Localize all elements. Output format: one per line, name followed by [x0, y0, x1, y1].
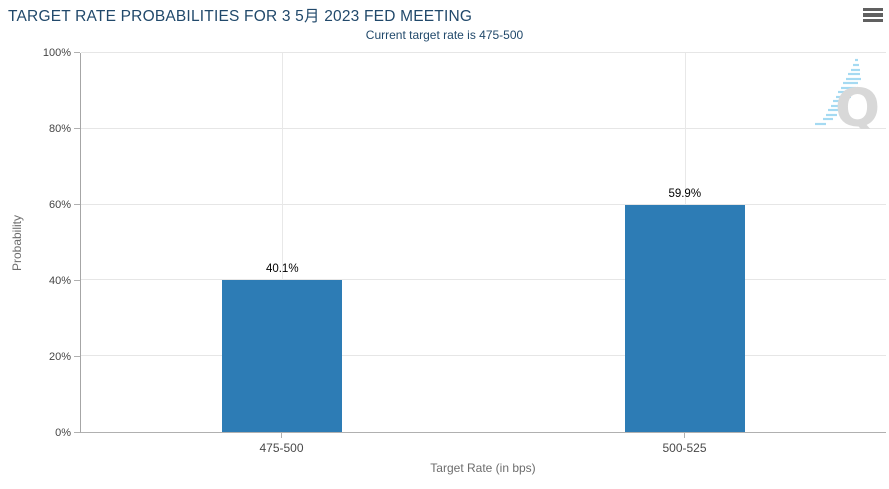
x-category-label: 500-525	[662, 441, 707, 455]
y-tick-label: 0%	[55, 427, 71, 439]
y-gridline	[81, 127, 886, 129]
y-tick-label: 40%	[48, 275, 71, 287]
bar-value-label: 40.1%	[265, 263, 299, 276]
y-tick-label: 80%	[48, 123, 71, 135]
y-axis-labels: 0% 20% 40% 60% 80% 100%	[0, 47, 71, 439]
x-category-label: 475-500	[259, 441, 304, 455]
y-axis-ticks	[74, 52, 80, 433]
y-gridline	[81, 52, 886, 53]
x-tick-mark	[281, 433, 282, 438]
y-tick-mark	[74, 432, 80, 433]
hamburger-icon	[863, 7, 883, 12]
y-tick-label: 20%	[48, 351, 71, 363]
y-gridline	[81, 279, 886, 281]
x-axis-ticks	[80, 433, 886, 438]
q-logo-watermark: Q	[815, 58, 880, 129]
chart-title: TARGET RATE PROBABILITIES FOR 3 5月 2023 …	[8, 8, 473, 25]
y-tick-label: 100%	[42, 47, 71, 59]
y-tick-mark	[74, 52, 80, 53]
y-tick-mark	[74, 204, 80, 205]
y-tick-label: 60%	[48, 199, 71, 211]
y-gridline	[81, 203, 886, 205]
hamburger-icon	[863, 18, 883, 23]
x-tick-mark	[684, 433, 685, 438]
x-gridline	[282, 53, 284, 432]
bar-500-525[interactable]	[624, 204, 745, 432]
q-letter-glyph: Q	[835, 78, 880, 129]
hamburger-icon	[863, 13, 883, 17]
x-axis-labels: 475-500 500-525	[80, 441, 886, 455]
bar-value-label: 59.9%	[668, 187, 702, 200]
y-tick-mark	[74, 128, 80, 129]
x-axis-title: Target Rate (in bps)	[430, 461, 536, 475]
y-tick-mark	[74, 356, 80, 357]
chart-subtitle: Current target rate is 475-500	[365, 28, 524, 42]
context-menu-button[interactable]	[861, 4, 885, 26]
y-tick-mark	[74, 280, 80, 281]
plot-area: Q 40.1% 59.9%	[80, 52, 886, 433]
bar-475-500[interactable]	[222, 280, 343, 432]
y-gridline	[81, 355, 886, 357]
